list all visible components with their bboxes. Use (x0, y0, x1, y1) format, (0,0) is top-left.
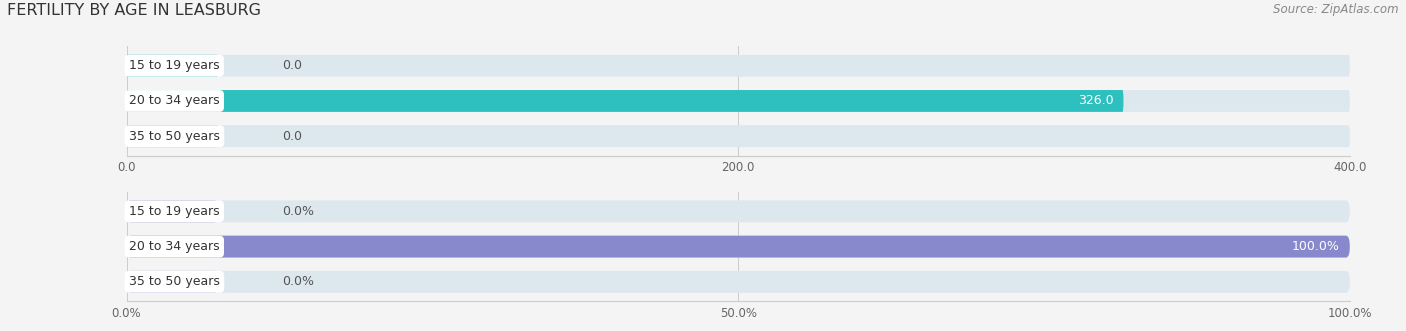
FancyBboxPatch shape (127, 201, 218, 222)
FancyBboxPatch shape (127, 271, 1350, 293)
Text: Source: ZipAtlas.com: Source: ZipAtlas.com (1274, 3, 1399, 16)
FancyBboxPatch shape (127, 125, 1350, 147)
Text: 100.0%: 100.0% (1292, 240, 1340, 253)
Text: 15 to 19 years: 15 to 19 years (129, 59, 219, 72)
FancyBboxPatch shape (127, 236, 1350, 258)
Text: 0.0%: 0.0% (283, 275, 315, 288)
FancyBboxPatch shape (127, 201, 1350, 222)
Text: 35 to 50 years: 35 to 50 years (129, 130, 219, 143)
Text: 0.0: 0.0 (283, 59, 302, 72)
Text: 0.0%: 0.0% (283, 205, 315, 218)
FancyBboxPatch shape (127, 55, 218, 77)
Text: 20 to 34 years: 20 to 34 years (129, 94, 219, 108)
FancyBboxPatch shape (127, 55, 1350, 77)
Text: 35 to 50 years: 35 to 50 years (129, 275, 219, 288)
FancyBboxPatch shape (127, 271, 218, 293)
Text: FERTILITY BY AGE IN LEASBURG: FERTILITY BY AGE IN LEASBURG (7, 3, 262, 18)
Text: 0.0: 0.0 (283, 130, 302, 143)
Text: 326.0: 326.0 (1078, 94, 1114, 108)
FancyBboxPatch shape (127, 90, 1123, 112)
FancyBboxPatch shape (127, 125, 218, 147)
FancyBboxPatch shape (127, 236, 1350, 258)
Text: 15 to 19 years: 15 to 19 years (129, 205, 219, 218)
FancyBboxPatch shape (127, 90, 1350, 112)
Text: 20 to 34 years: 20 to 34 years (129, 240, 219, 253)
